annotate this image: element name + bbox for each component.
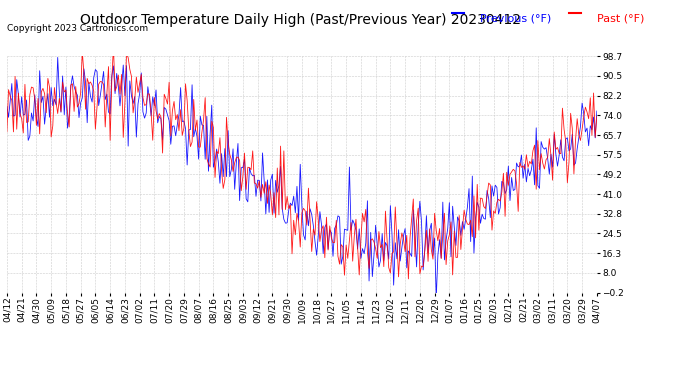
- Text: Past (°F): Past (°F): [597, 13, 644, 23]
- Text: Copyright 2023 Cartronics.com: Copyright 2023 Cartronics.com: [7, 24, 148, 33]
- Text: Previous (°F): Previous (°F): [480, 13, 551, 23]
- Text: Outdoor Temperature Daily High (Past/Previous Year) 20230412: Outdoor Temperature Daily High (Past/Pre…: [79, 13, 521, 27]
